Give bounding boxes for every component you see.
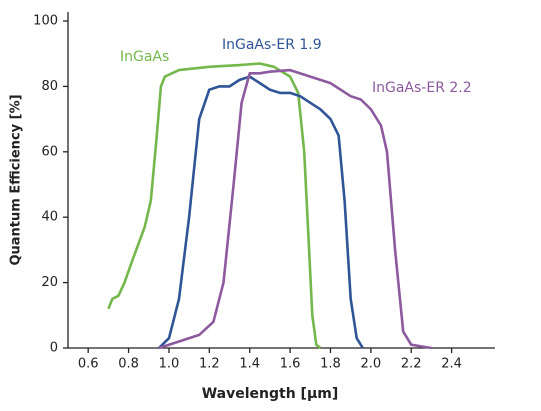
series-label: InGaAs bbox=[120, 49, 169, 65]
y-tick-label: 20 bbox=[41, 275, 58, 290]
series-label: InGaAs-ER 2.2 bbox=[372, 80, 472, 96]
y-tick-label: 100 bbox=[33, 14, 58, 29]
x-tick-label: 2.4 bbox=[441, 357, 462, 372]
y-axis-label: Quantum Efficiency [%] bbox=[9, 94, 24, 265]
series-label: InGaAs-ER 1.9 bbox=[222, 37, 322, 53]
x-tick-label: 1.2 bbox=[199, 357, 220, 372]
x-axis-label: Wavelength [µm] bbox=[202, 386, 339, 402]
series-line bbox=[107, 62, 322, 350]
x-tick-label: 1.8 bbox=[320, 357, 341, 372]
x-tick-label: 1.6 bbox=[280, 357, 301, 372]
x-tick-label: 0.8 bbox=[118, 357, 139, 372]
x-tick-label: 2.0 bbox=[361, 357, 382, 372]
y-tick-label: 80 bbox=[41, 79, 58, 94]
x-tick-label: 1.4 bbox=[239, 357, 260, 372]
x-tick-label: 1.0 bbox=[159, 357, 180, 372]
x-tick-label: 0.6 bbox=[78, 357, 99, 372]
y-tick-label: 0 bbox=[50, 341, 58, 356]
y-tick-label: 60 bbox=[41, 144, 58, 159]
series-line bbox=[157, 75, 364, 349]
y-tick-label: 40 bbox=[41, 210, 58, 225]
x-tick-label: 2.2 bbox=[401, 357, 422, 372]
series-line bbox=[158, 68, 432, 350]
